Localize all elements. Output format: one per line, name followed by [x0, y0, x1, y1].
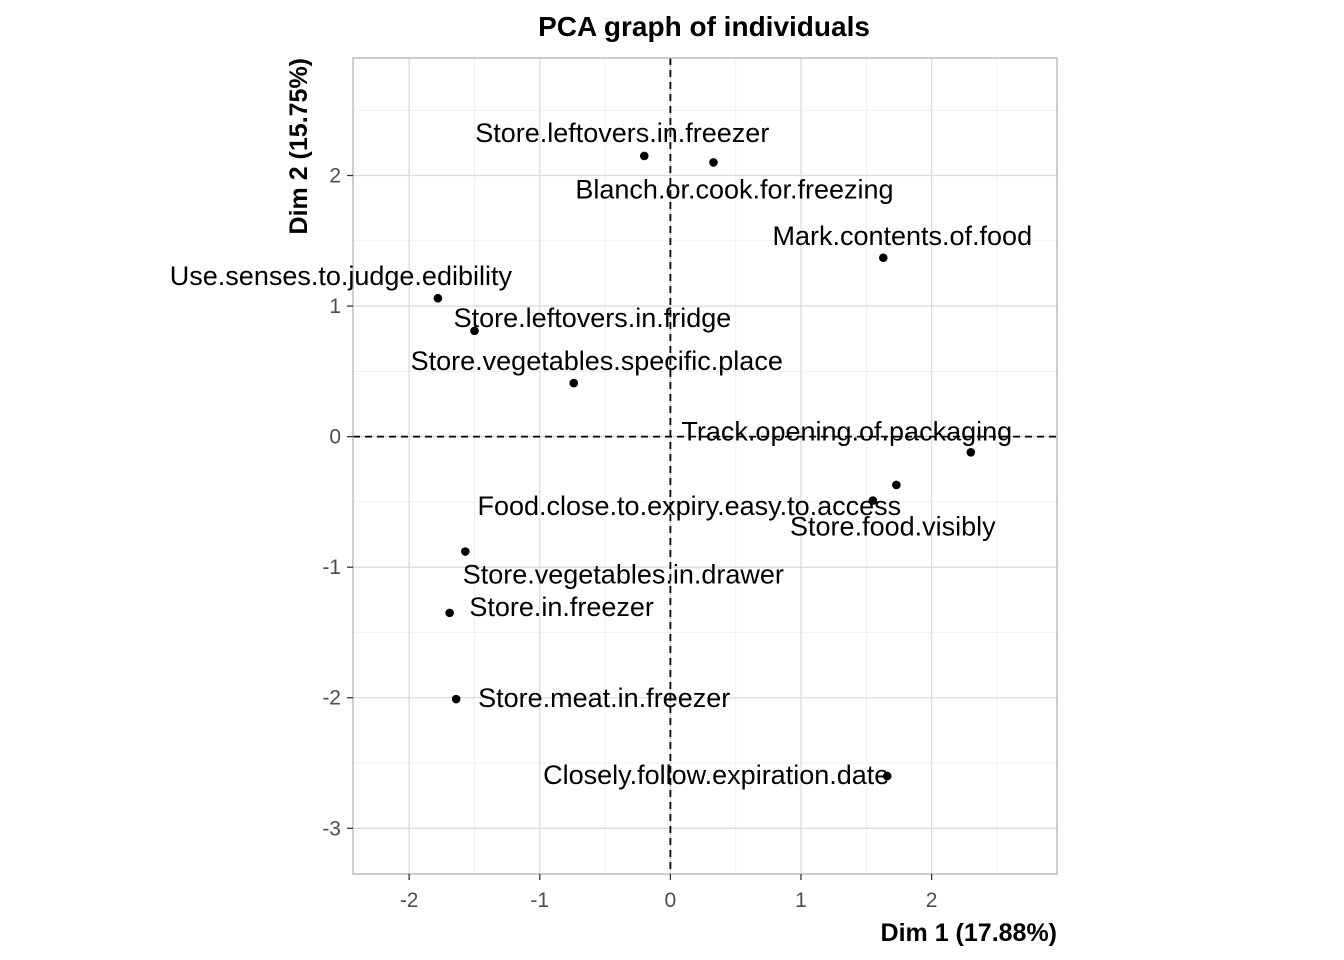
data-point	[868, 496, 878, 505]
x-tick-label: 2	[926, 889, 938, 912]
data-point	[451, 694, 461, 704]
point-label: Store.in.freezer	[469, 592, 654, 622]
data-point	[569, 378, 579, 388]
x-tick-label: -2	[400, 889, 419, 912]
point-label: Mark.contents.of.food	[772, 221, 1032, 251]
x-axis: -2 -1 0 1 2	[400, 874, 938, 912]
chart-title: PCA graph of individuals	[538, 11, 870, 42]
data-point	[878, 253, 888, 263]
data-point	[882, 771, 892, 781]
point-label: Food.close.to.expiry.easy.to.access	[477, 491, 901, 521]
y-axis-title: Dim 2 (15.75%)	[285, 58, 313, 234]
y-tick-label: -3	[322, 817, 341, 840]
point-label: Store.leftovers.in.fridge	[454, 303, 732, 333]
point-label: Store.vegetables.specific.place	[411, 346, 783, 376]
point-label: Store.meat.in.freezer	[478, 683, 730, 713]
reference-lines	[353, 58, 1057, 874]
data-point	[461, 547, 470, 556]
x-tick-label: 0	[665, 889, 677, 912]
x-axis-title: Dim 1 (17.88%)	[881, 919, 1057, 947]
data-point	[445, 608, 454, 618]
data-point	[892, 480, 901, 490]
data-points	[433, 151, 976, 781]
point-label: Track.opening.of.packaging	[681, 416, 1012, 446]
point-labels: Store.leftovers.in.freezer Blanch.or.cook…	[170, 118, 1032, 790]
data-point	[433, 293, 443, 303]
data-point	[966, 447, 976, 457]
y-tick-label: 2	[329, 165, 341, 188]
point-label: Store.vegetables.in.drawer	[463, 560, 784, 590]
y-tick-label: 1	[329, 295, 341, 318]
data-point	[639, 151, 649, 161]
point-label: Blanch.or.cook.for.freezing	[575, 174, 893, 204]
x-tick-label: 1	[795, 889, 807, 912]
data-point	[470, 326, 479, 336]
point-label: Store.leftovers.in.freezer	[475, 118, 769, 148]
plot-panel	[352, 57, 1058, 875]
point-label: Store.food.visibly	[790, 512, 996, 542]
y-tick-label: 0	[329, 426, 341, 449]
data-point	[709, 158, 718, 167]
y-axis: -3 -2 -1 0 1 2	[322, 165, 353, 840]
point-label: Use.senses.to.judge.edibility	[170, 261, 513, 291]
x-tick-label: -1	[530, 889, 549, 912]
y-tick-label: -1	[322, 556, 341, 579]
y-tick-label: -2	[322, 687, 341, 710]
point-label: Closely.follow.expiration.date	[543, 760, 889, 790]
